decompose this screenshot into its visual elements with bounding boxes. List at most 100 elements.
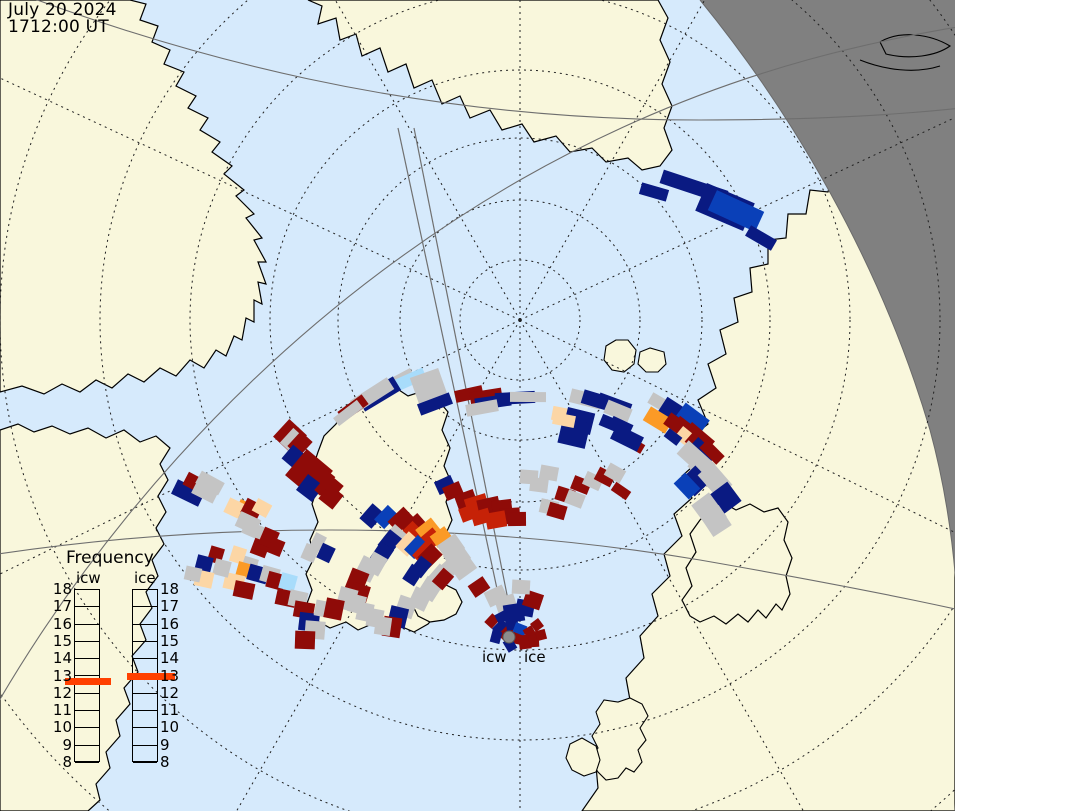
velocity-cell [610,424,644,452]
velocity-cell [359,503,385,529]
frequency-scale-label: 12 [160,683,180,702]
site-label-icw: icw [482,648,507,666]
velocity-cell [663,428,683,446]
velocity-cell [707,190,765,232]
timestamp-block: July 20 2024 1712:00 UT [8,2,117,36]
frequency-scale-label: 16 [52,614,72,633]
frequency-scale-label: 13 [160,666,180,685]
velocity-cell [171,479,205,507]
velocity-cell [323,597,345,621]
frequency-scale-label: 12 [52,683,72,702]
velocity-cell [395,531,421,557]
velocity-cell [391,367,427,393]
frequency-scale-label: 8 [62,753,72,771]
velocity-cell [429,526,453,548]
frequency-scale-segment [75,694,99,712]
frequency-bar-icw [65,589,111,763]
velocity-cell [546,501,568,521]
velocity-cell [295,473,325,503]
velocity-cell [489,629,503,645]
frequency-scale-segment [133,694,157,712]
frequency-marker-ice [127,672,175,680]
frequency-scale-label: 18 [160,580,180,598]
velocity-cell [610,481,632,501]
frequency-scale-segment [75,728,99,746]
velocity-cell [507,511,527,527]
velocity-cell [223,497,245,519]
ground-scatter-cell [603,399,633,423]
ground-scatter-cell [436,533,466,561]
frequency-scale-label: 10 [160,718,180,737]
velocity-cell [404,534,428,560]
ground-scatter-cell [333,399,363,427]
velocity-cell [228,545,248,565]
frequency-scale-segment [75,676,99,694]
island-in-shade [879,34,952,58]
frequency-scale-segment [133,728,157,746]
ground-scatter-cell [465,399,499,417]
velocity-cell [374,504,398,530]
velocity-cell [251,498,273,518]
frequency-bar-label-ice: ice [134,569,156,587]
frequency-scale-segment [133,676,157,694]
ground-scatter-cell [212,558,232,578]
map-land [0,0,955,811]
ground-scatter-cell [511,579,531,595]
velocity-cell [638,182,670,202]
velocity-cell [673,472,701,500]
ground-scatter-cell [195,470,225,496]
velocity-cell [416,392,454,416]
frequency-scale-label: 9 [160,735,170,754]
ground-scatter-cell [300,542,320,564]
velocity-cell [699,439,725,465]
frequency-scale-segment [133,607,157,625]
velocity-cell [530,618,544,632]
frequency-scale-label: 14 [52,649,72,668]
ground-scatter-cell [183,565,203,583]
frequency-scale-segment [133,625,157,642]
frequency-scale-segment [75,642,99,660]
velocity-cell [745,225,777,251]
frequency-scale-label: 10 [52,718,72,737]
terminator-shade [700,0,955,811]
velocity-cell [415,517,441,543]
ground-scatter-cell [519,469,539,485]
velocity-cell [552,411,576,429]
frequency-scale-label: 9 [62,735,72,754]
frequency-legend: Frequency icw ice 18 17 16 15 14 13 12 11 10 9 8 1… [50,548,200,778]
frequency-scale-segment [75,711,99,729]
frequency-scale-label: 17 [52,597,72,616]
velocity-cell [278,572,298,592]
ground-scatter-cell [564,489,586,509]
frequency-scale-segment [133,746,157,763]
velocity-cell-layer [171,169,777,653]
frequency-scale-segment [75,746,99,763]
timestamp-time: 1712:00 UT [8,17,109,37]
velocity-cell [512,622,528,636]
frequency-scale-label: 16 [160,614,180,633]
velocity-cell [431,567,455,591]
velocity-cell [676,402,710,434]
ground-scatter-cell [509,391,547,403]
frequency-scale-label: 15 [52,631,72,650]
ground-scatter-cell [191,480,219,504]
frequency-scale-label: 11 [160,701,180,720]
ground-scatter-cell [538,464,560,482]
frequency-scale-segment [75,607,99,625]
velocity-cell [266,536,286,558]
velocity-cell [232,580,256,600]
frequency-legend-title: Frequency [66,548,154,568]
velocity-cell [642,406,674,434]
ground-scatter-cell [347,593,367,615]
frequency-scale-segment [75,659,99,677]
frequency-scale-label: 15 [160,631,180,650]
timestamp-date: July 20 2024 [8,0,117,20]
velocity-cell [521,589,545,611]
ground-scatter-cell [241,519,265,541]
velocity-cell [318,484,344,510]
radar-site-marker [502,630,516,644]
velocity-colorbar-panel: Velocity (m/s) 5004003002001000-100-200-… [955,0,1083,811]
